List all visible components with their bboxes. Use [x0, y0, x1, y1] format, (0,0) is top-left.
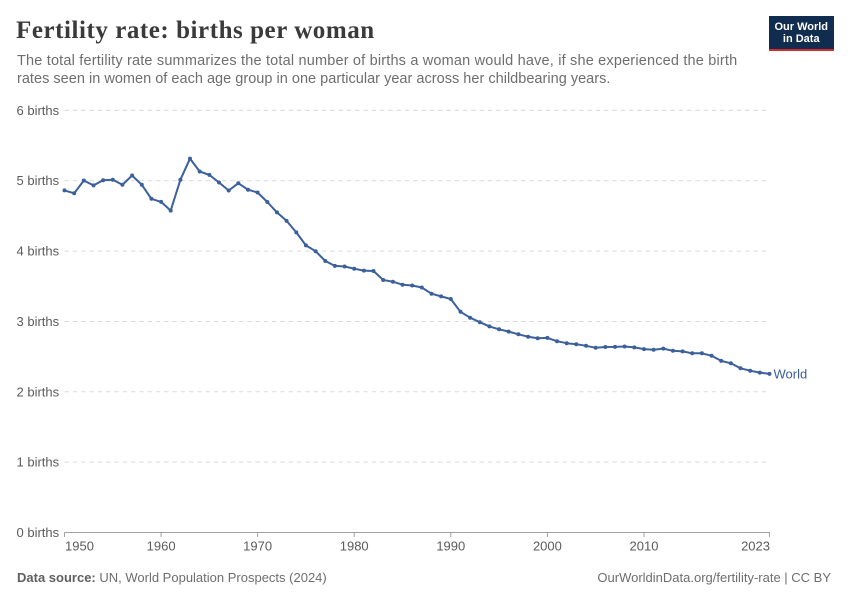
svg-text:1960: 1960 — [147, 539, 176, 554]
svg-text:1 births: 1 births — [17, 455, 60, 470]
svg-text:4 births: 4 births — [17, 244, 60, 259]
svg-text:World: World — [774, 367, 808, 382]
svg-text:2023: 2023 — [741, 539, 770, 554]
svg-text:3 births: 3 births — [17, 314, 60, 329]
svg-text:2 births: 2 births — [17, 384, 60, 399]
svg-text:2000: 2000 — [533, 539, 562, 554]
svg-text:2010: 2010 — [630, 539, 659, 554]
svg-text:1990: 1990 — [436, 539, 465, 554]
svg-text:1970: 1970 — [243, 539, 272, 554]
svg-text:1980: 1980 — [340, 539, 369, 554]
svg-text:6 births: 6 births — [17, 103, 60, 118]
svg-text:5 births: 5 births — [17, 173, 60, 188]
svg-text:1950: 1950 — [65, 539, 94, 554]
svg-text:0 births: 0 births — [17, 525, 60, 540]
